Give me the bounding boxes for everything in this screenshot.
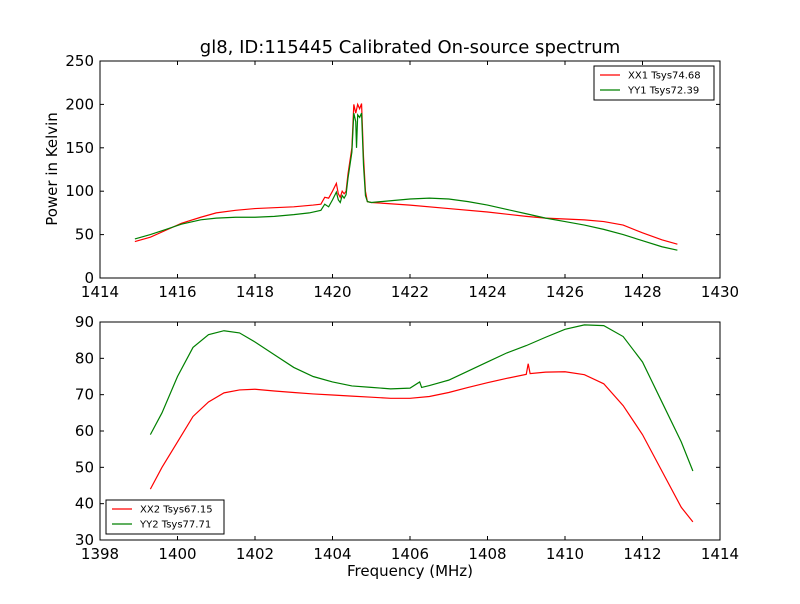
x-tick-label: 1400 bbox=[158, 545, 196, 563]
y-tick-label: 200 bbox=[65, 95, 94, 113]
chart-title: gl8, ID:115445 Calibrated On-source spec… bbox=[200, 37, 620, 58]
y-tick-label: 50 bbox=[75, 226, 94, 244]
x-tick-label: 1422 bbox=[391, 283, 429, 301]
x-tick-label: 1418 bbox=[236, 283, 274, 301]
x-tick-label: 1424 bbox=[468, 283, 506, 301]
y-tick-label: 100 bbox=[65, 182, 94, 200]
legend-label: YY1 Tsys72.39 bbox=[627, 86, 699, 97]
legend: XX2 Tsys67.15 YY2 Tsys77.71 bbox=[105, 499, 225, 535]
legend-label: XX1 Tsys74.68 bbox=[628, 71, 701, 82]
y-tick-label: 30 bbox=[75, 531, 94, 549]
x-tick-label: 1428 bbox=[623, 283, 661, 301]
series-line-1-2 bbox=[134, 112, 678, 251]
legend-box bbox=[105, 499, 225, 535]
x-tick-label: 1420 bbox=[313, 283, 351, 301]
y-axis-label: Power in Kelvin bbox=[43, 112, 61, 226]
x-tick-label: 1416 bbox=[158, 283, 196, 301]
legend-label: XX2 Tsys67.15 bbox=[140, 505, 213, 516]
x-tick-label: 1414 bbox=[81, 283, 119, 301]
x-axis-label: Frequency (MHz) bbox=[347, 562, 473, 580]
x-tick-label: 1414 bbox=[701, 545, 739, 563]
x-tick-label: 1408 bbox=[468, 545, 506, 563]
x-tick-label: 1430 bbox=[701, 283, 739, 301]
x-tick-label: 1398 bbox=[81, 545, 119, 563]
x-tick-label: 1402 bbox=[236, 545, 274, 563]
series-line-2-2 bbox=[149, 324, 694, 472]
bottom-panel: 1398 1400 1402 1404 1406 1408 1410 1412 1414 30 40… bbox=[75, 313, 739, 563]
x-tick-label: 1404 bbox=[313, 545, 351, 563]
y-tick-label: 80 bbox=[75, 349, 94, 367]
y-tick-label: 250 bbox=[65, 52, 94, 70]
y-tick-label: 0 bbox=[84, 269, 94, 287]
legend: XX1 Tsys74.68 YY1 Tsys72.39 bbox=[593, 65, 715, 101]
legend-label: YY2 Tsys77.71 bbox=[139, 520, 211, 531]
x-tick-label: 1410 bbox=[546, 545, 584, 563]
series-line-1-1 bbox=[134, 102, 678, 245]
y-tick-label: 70 bbox=[75, 386, 94, 404]
y-tick-label: 60 bbox=[75, 422, 94, 440]
y-tick-label: 40 bbox=[75, 495, 94, 513]
top-panel: 1414 1416 1418 1420 1422 1424 1426 1428 1430 0 50 1… bbox=[65, 52, 739, 301]
y-tick-label: 50 bbox=[75, 458, 94, 476]
series-line-2-1 bbox=[149, 363, 694, 523]
x-tick-label: 1406 bbox=[391, 545, 429, 563]
y-tick-label: 150 bbox=[65, 139, 94, 157]
x-tick-label: 1412 bbox=[623, 545, 661, 563]
x-tick-label: 1426 bbox=[546, 283, 584, 301]
y-tick-label: 90 bbox=[75, 313, 94, 331]
legend-box bbox=[593, 65, 715, 101]
